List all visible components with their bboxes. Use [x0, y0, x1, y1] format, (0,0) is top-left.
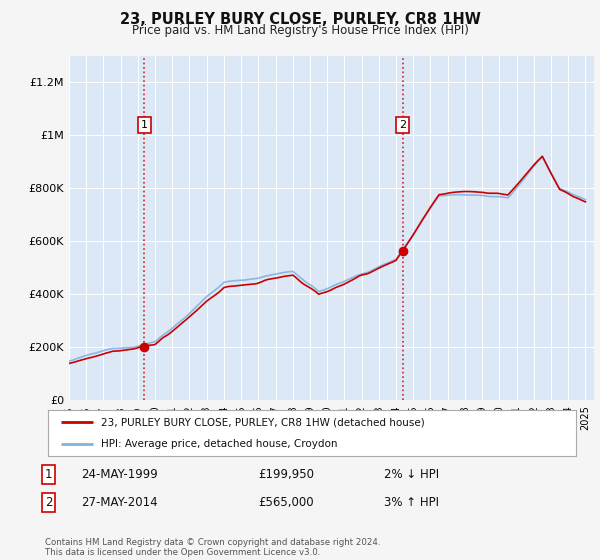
Text: Price paid vs. HM Land Registry's House Price Index (HPI): Price paid vs. HM Land Registry's House … [131, 24, 469, 37]
Text: 2% ↓ HPI: 2% ↓ HPI [384, 468, 439, 480]
Text: 23, PURLEY BURY CLOSE, PURLEY, CR8 1HW (detached house): 23, PURLEY BURY CLOSE, PURLEY, CR8 1HW (… [101, 417, 425, 427]
Text: 23, PURLEY BURY CLOSE, PURLEY, CR8 1HW: 23, PURLEY BURY CLOSE, PURLEY, CR8 1HW [119, 12, 481, 27]
Text: Contains HM Land Registry data © Crown copyright and database right 2024.
This d: Contains HM Land Registry data © Crown c… [45, 538, 380, 557]
Text: 2: 2 [45, 496, 53, 508]
Text: 1: 1 [45, 468, 53, 480]
Text: £565,000: £565,000 [258, 496, 314, 508]
Text: 1: 1 [141, 120, 148, 130]
Text: 27-MAY-2014: 27-MAY-2014 [81, 496, 158, 508]
Text: HPI: Average price, detached house, Croydon: HPI: Average price, detached house, Croy… [101, 439, 337, 449]
Text: £199,950: £199,950 [258, 468, 314, 480]
Text: 24-MAY-1999: 24-MAY-1999 [81, 468, 158, 480]
Text: 3% ↑ HPI: 3% ↑ HPI [384, 496, 439, 508]
Text: 2: 2 [399, 120, 406, 130]
